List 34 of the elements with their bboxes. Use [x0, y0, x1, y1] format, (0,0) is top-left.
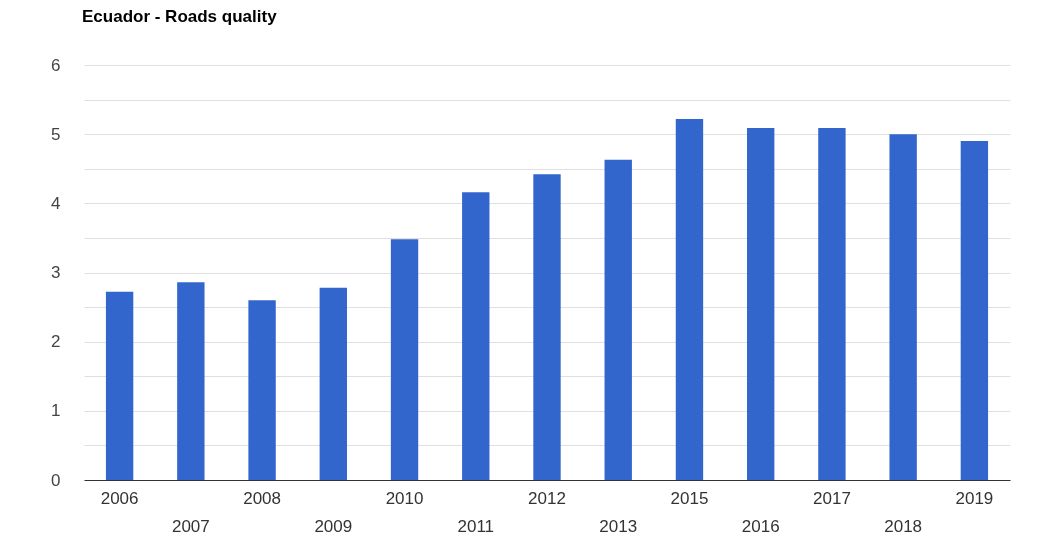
x-tick-label: 2010: [385, 488, 424, 508]
bar: [105, 291, 134, 480]
bar: [960, 141, 989, 480]
y-tick-label: 3: [51, 263, 61, 282]
bar: [390, 239, 419, 480]
bar: [675, 118, 704, 480]
y-tick-label: 1: [51, 401, 61, 421]
x-tick-label: 2015: [670, 488, 709, 508]
x-tick-label: 2019: [955, 488, 994, 508]
y-tick-label: 2: [51, 332, 61, 352]
x-tick-label: 2012: [528, 488, 566, 508]
x-tick-label: 2016: [741, 516, 780, 536]
y-tick-label: 4: [51, 193, 61, 213]
y-tick-label: 6: [51, 55, 61, 75]
x-tick-label: 2009: [314, 516, 353, 536]
bar: [248, 300, 276, 480]
bar: [319, 287, 347, 480]
bar: [889, 134, 917, 480]
y-tick-label: 0: [51, 470, 61, 490]
x-tick-label: 2006: [100, 488, 139, 508]
x-tick-label: 2008: [243, 488, 281, 508]
bar: [818, 127, 846, 480]
y-tick-label: 5: [51, 124, 61, 144]
bar: [462, 192, 490, 480]
bar: [604, 159, 632, 480]
chart-title: Ecuador - Roads quality: [82, 7, 278, 26]
bar: [533, 174, 561, 480]
x-tick-label: 2017: [813, 488, 851, 508]
x-tick-label: 2007: [171, 516, 210, 536]
x-tick-label: 2011: [457, 516, 495, 536]
x-tick-label: 2013: [599, 516, 638, 536]
x-tick-label: 2018: [884, 516, 923, 536]
bar: [747, 127, 775, 480]
bar: [177, 282, 205, 480]
